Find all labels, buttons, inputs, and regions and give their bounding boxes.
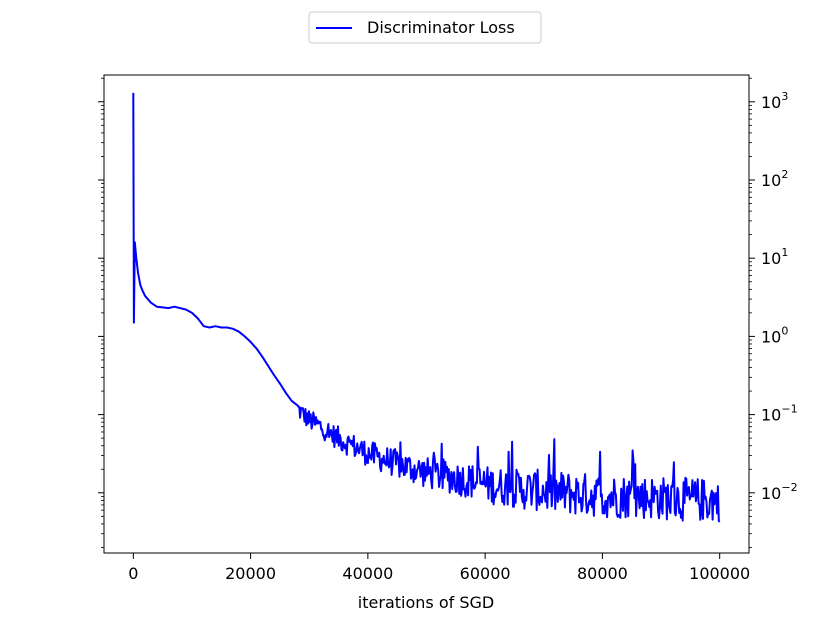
- x-tick-label: 0: [128, 564, 138, 583]
- x-tick-label: 100000: [689, 564, 750, 583]
- x-tick-label: 60000: [460, 564, 511, 583]
- legend-label: Discriminator Loss: [367, 18, 515, 37]
- x-tick-label: 40000: [342, 564, 393, 583]
- y-tick-label: 100: [761, 324, 788, 346]
- series-line-discriminator-loss: [132, 92, 721, 523]
- x-axis-title: iterations of SGD: [358, 593, 494, 612]
- legend: Discriminator Loss: [308, 11, 542, 44]
- x-axis: 0 20000 40000 60000 80000 100000: [128, 553, 750, 583]
- y-tick-label: 102: [761, 168, 788, 190]
- legend-box: [308, 11, 542, 44]
- x-tick-label: 80000: [577, 564, 628, 583]
- y-axis-right: 10−2 10−1 100 101 102 103: [98, 90, 798, 503]
- minor-ticks: [101, 77, 752, 548]
- y-tick-label: 10−1: [761, 403, 798, 425]
- plot-frame: [103, 74, 750, 554]
- y-tick-label: 101: [761, 246, 788, 268]
- y-tick-label: 10−2: [761, 481, 798, 503]
- y-tick-label: 103: [761, 90, 788, 112]
- x-tick-label: 20000: [225, 564, 276, 583]
